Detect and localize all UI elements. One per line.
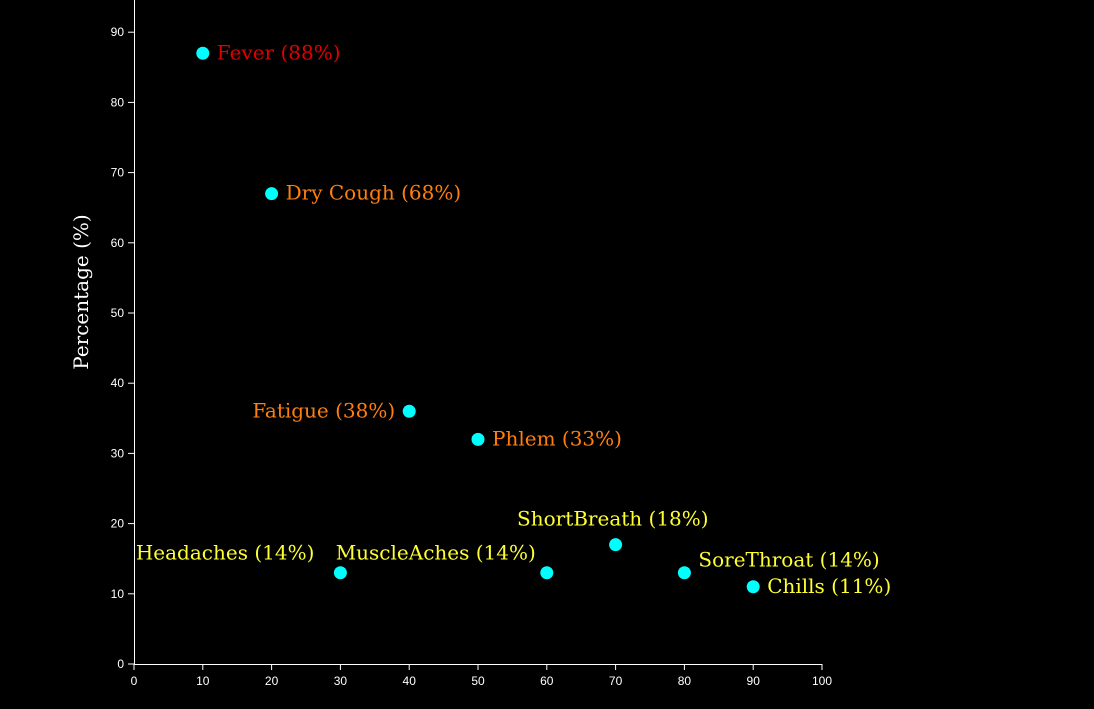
data-points: [196, 46, 760, 594]
y-tick-label: 0: [117, 657, 124, 671]
x-tick-label: 100: [812, 674, 832, 688]
y-tick-label: 30: [111, 446, 125, 460]
x-tick-label: 90: [747, 674, 761, 688]
y-tick-label: 80: [111, 95, 125, 109]
data-point: [677, 566, 691, 580]
x-tick-label: 20: [265, 674, 279, 688]
y-tick-label: 40: [111, 376, 125, 390]
y-tick-label: 50: [111, 306, 125, 320]
data-label: Fatigue (38%): [252, 398, 395, 422]
data-labels: Fever (88%) Dry Cough (68%) Fatigue (38%) P…: [136, 40, 891, 598]
data-point: [746, 580, 760, 594]
data-label: SoreThroat (14%): [698, 548, 879, 572]
x-tick-label: 10: [196, 674, 210, 688]
y-tick-label: 20: [111, 517, 125, 531]
data-point: [333, 566, 347, 580]
x-tick-label: 60: [540, 674, 554, 688]
y-tick-label: 10: [111, 587, 125, 601]
data-label: ShortBreath (18%): [517, 507, 709, 531]
y-axis-title: Percentage (%): [69, 214, 93, 369]
y-tick-label: 70: [111, 166, 125, 180]
y-tick-label: 90: [111, 25, 125, 39]
y-axis: 0 10 20 30 40 50 60 70 80 90: [111, 0, 135, 671]
x-tick-label: 70: [609, 674, 623, 688]
data-point: [471, 432, 485, 446]
x-tick-label: 50: [471, 674, 485, 688]
data-point: [540, 566, 554, 580]
data-label: Headaches (14%): [136, 541, 315, 565]
data-point: [402, 404, 416, 418]
data-label: Chills (11%): [767, 574, 891, 598]
x-tick-label: 40: [403, 674, 417, 688]
x-tick-label: 80: [678, 674, 692, 688]
y-tick-label: 60: [111, 236, 125, 250]
x-axis: 0 10 20 30 40 50 60 70 80 90 100: [131, 664, 832, 688]
data-point: [609, 538, 623, 552]
data-label: Dry Cough (68%): [286, 181, 462, 205]
data-label: MuscleAches (14%): [336, 541, 536, 565]
data-point: [265, 187, 279, 201]
data-point: [196, 46, 210, 60]
x-tick-label: 30: [334, 674, 348, 688]
data-label: Fever (88%): [217, 40, 341, 64]
data-label: Phlem (33%): [492, 426, 622, 450]
x-tick-label: 0: [131, 674, 138, 688]
